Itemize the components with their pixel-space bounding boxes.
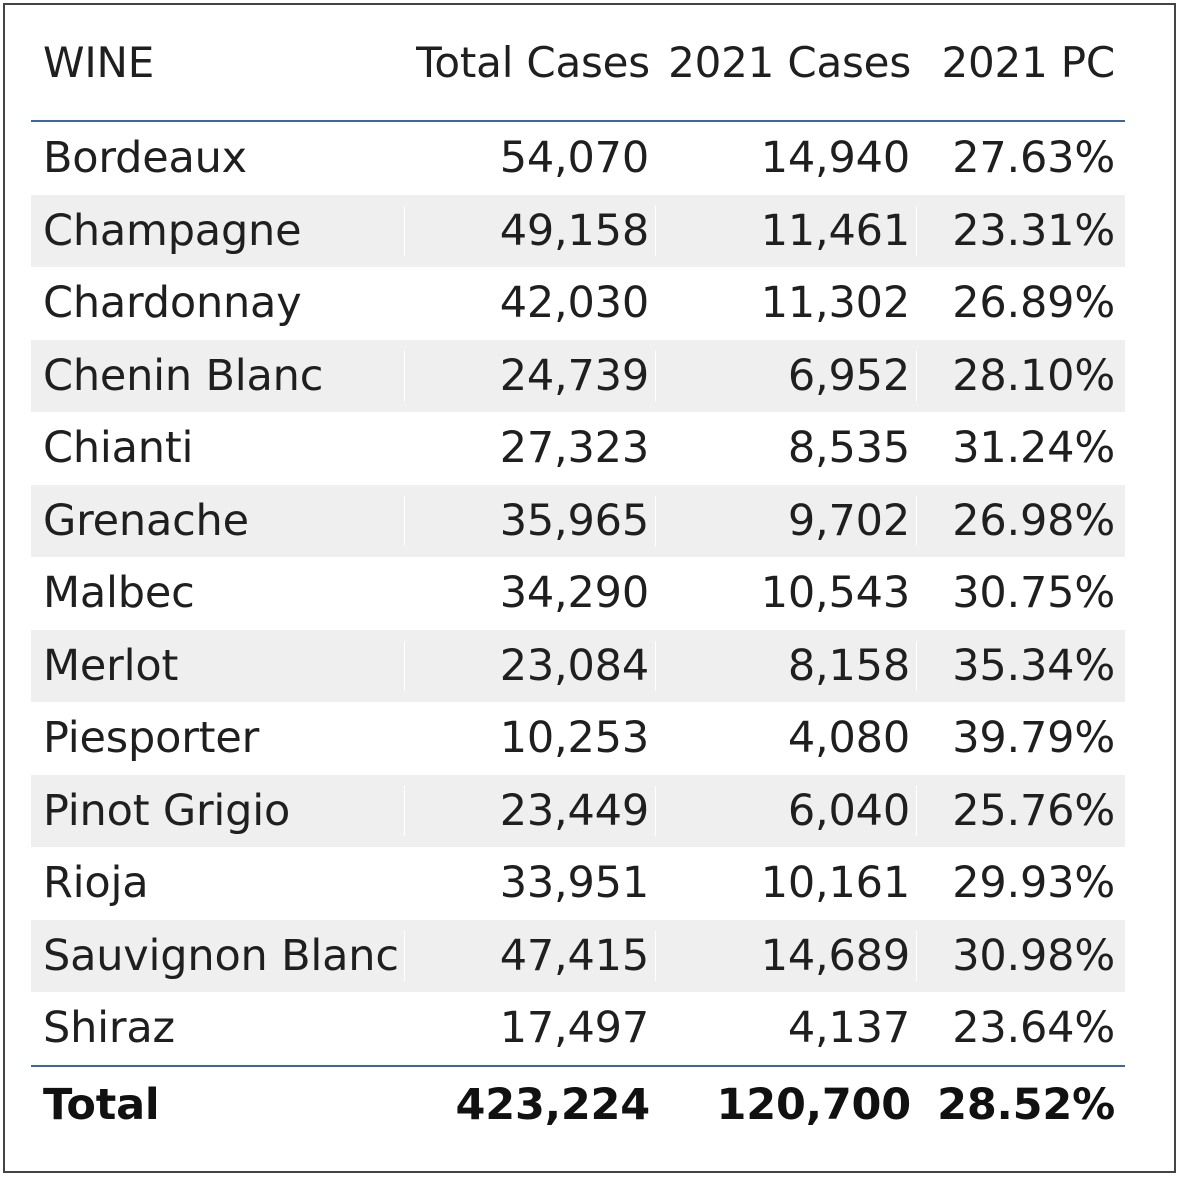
- cell-wine: Chianti: [31, 423, 405, 474]
- cell-2021-pc: 26.98%: [952, 495, 1115, 546]
- cell-wine: Grenache: [31, 495, 405, 546]
- total-2021-pc: 28.52%: [937, 1079, 1115, 1130]
- cell-wine: Sauvignon Blanc: [31, 930, 405, 981]
- cell-2021-cases: 11,302: [656, 278, 917, 329]
- cell-2021-cases: 11,461: [656, 205, 917, 256]
- cell-total-cases: 10,253: [405, 713, 656, 764]
- cell-wine: Bordeaux: [31, 133, 405, 184]
- column-header-total-cases[interactable]: Total Cases: [416, 38, 650, 87]
- cell-total-cases: 24,739: [405, 350, 656, 401]
- table-row: Merlot 23,084 8,158 35.34%: [31, 629, 1125, 702]
- cell-2021-cases: 14,940: [656, 133, 917, 184]
- table-header-row: WINE Total Cases 2021 Cases 2021 PC: [31, 5, 1125, 122]
- cell-total-cases: 23,084: [405, 640, 656, 691]
- table-row: Malbec 34,290 10,543 30.75%: [31, 557, 1125, 630]
- cell-wine: Rioja: [31, 858, 405, 909]
- total-cases-sum: 423,224: [455, 1079, 651, 1130]
- cell-2021-cases: 8,535: [656, 423, 917, 474]
- column-header-wine[interactable]: WINE: [43, 38, 155, 87]
- total-label: Total: [43, 1079, 160, 1130]
- table-row: Shiraz 17,497 4,137 23.64%: [31, 992, 1125, 1065]
- table-total-row: Total 423,224 120,700 28.52%: [31, 1064, 1125, 1143]
- column-header-2021-cases[interactable]: 2021 Cases: [668, 38, 911, 87]
- cell-2021-cases: 4,080: [656, 713, 917, 764]
- table-visual-frame: WINE Total Cases 2021 Cases 2021 PC Bord…: [3, 3, 1176, 1173]
- wine-cases-table: WINE Total Cases 2021 Cases 2021 PC Bord…: [31, 5, 1125, 1143]
- table-row: Grenache 35,965 9,702 26.98%: [31, 484, 1125, 557]
- total-2021-cases-sum: 120,700: [716, 1079, 912, 1130]
- cell-2021-pc: 27.63%: [952, 133, 1115, 184]
- cell-2021-cases: 10,161: [656, 858, 917, 909]
- table-row: Pinot Grigio 23,449 6,040 25.76%: [31, 774, 1125, 847]
- cell-2021-cases: 14,689: [656, 930, 917, 981]
- cell-total-cases: 33,951: [405, 858, 656, 909]
- cell-2021-cases: 9,702: [656, 495, 917, 546]
- cell-2021-pc: 31.24%: [952, 423, 1115, 474]
- table-row: Chenin Blanc 24,739 6,952 28.10%: [31, 339, 1125, 412]
- cell-wine: Champagne: [31, 205, 405, 256]
- table-row: Sauvignon Blanc 47,415 14,689 30.98%: [31, 919, 1125, 992]
- cell-2021-cases: 6,952: [656, 350, 917, 401]
- cell-total-cases: 54,070: [405, 133, 656, 184]
- cell-2021-pc: 39.79%: [952, 713, 1115, 764]
- cell-2021-cases: 8,158: [656, 640, 917, 691]
- table-row: Rioja 33,951 10,161 29.93%: [31, 847, 1125, 920]
- cell-2021-pc: 25.76%: [952, 785, 1115, 836]
- table-row: Chardonnay 42,030 11,302 26.89%: [31, 267, 1125, 340]
- cell-2021-cases: 10,543: [656, 568, 917, 619]
- cell-2021-pc: 30.75%: [952, 568, 1115, 619]
- cell-wine: Merlot: [31, 640, 405, 691]
- table-row: Piesporter 10,253 4,080 39.79%: [31, 702, 1125, 775]
- cell-2021-pc: 35.34%: [952, 640, 1115, 691]
- cell-2021-pc: 28.10%: [952, 350, 1115, 401]
- cell-total-cases: 23,449: [405, 785, 656, 836]
- cell-2021-pc: 29.93%: [952, 858, 1115, 909]
- cell-2021-cases: 6,040: [656, 785, 917, 836]
- cell-wine: Piesporter: [31, 713, 405, 764]
- table-row: Champagne 49,158 11,461 23.31%: [31, 194, 1125, 267]
- cell-total-cases: 42,030: [405, 278, 656, 329]
- cell-wine: Pinot Grigio: [31, 785, 405, 836]
- column-header-2021-pc[interactable]: 2021 PC: [941, 38, 1116, 87]
- cell-total-cases: 35,965: [405, 495, 656, 546]
- table-body: Bordeaux 54,070 14,940 27.63% Champagne …: [31, 122, 1125, 1065]
- cell-wine: Chenin Blanc: [31, 350, 405, 401]
- cell-2021-pc: 26.89%: [952, 278, 1115, 329]
- table-row: Bordeaux 54,070 14,940 27.63%: [31, 122, 1125, 195]
- cell-2021-pc: 23.31%: [952, 205, 1115, 256]
- cell-2021-pc: 30.98%: [952, 930, 1115, 981]
- cell-total-cases: 49,158: [405, 205, 656, 256]
- cell-wine: Chardonnay: [31, 278, 405, 329]
- cell-total-cases: 47,415: [405, 930, 656, 981]
- cell-total-cases: 34,290: [405, 568, 656, 619]
- cell-total-cases: 17,497: [405, 1003, 656, 1054]
- table-row: Chianti 27,323 8,535 31.24%: [31, 412, 1125, 485]
- cell-2021-pc: 23.64%: [952, 1003, 1115, 1054]
- cell-total-cases: 27,323: [405, 423, 656, 474]
- cell-2021-cases: 4,137: [656, 1003, 917, 1054]
- cell-wine: Malbec: [31, 568, 405, 619]
- cell-wine: Shiraz: [31, 1003, 405, 1054]
